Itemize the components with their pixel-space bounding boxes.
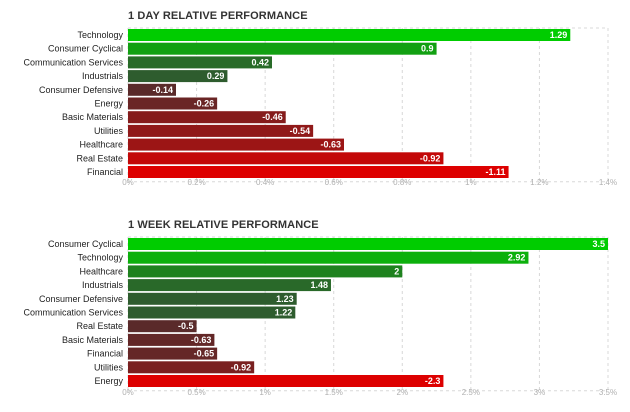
bar-1week[interactable] <box>128 375 444 387</box>
category-label-1week: Consumer Cyclical <box>48 239 123 249</box>
tick-label-1week: 0% <box>122 388 134 397</box>
bar-1day[interactable] <box>128 138 344 151</box>
category-label-1week: Industrials <box>82 280 124 290</box>
value-label-1day: -0.92 <box>420 153 441 163</box>
value-label-1day: -0.26 <box>194 99 215 109</box>
value-label-1day: 0.9 <box>421 44 434 54</box>
category-label-1day: Consumer Defensive <box>39 85 123 95</box>
value-label-1day: -0.63 <box>320 140 341 150</box>
category-label-1week: Real Estate <box>76 321 123 331</box>
value-label-1week: 1.23 <box>276 294 294 304</box>
value-label-1day: 0.42 <box>251 57 269 67</box>
tick-label-1week: 2% <box>397 388 409 397</box>
category-label-1week: Consumer Defensive <box>39 294 123 304</box>
tick-label-1day: 1.2% <box>530 178 548 187</box>
category-label-1day: Basic Materials <box>62 112 124 122</box>
tick-label-1day: 0.2% <box>187 178 205 187</box>
tick-label-1week: 2.5% <box>462 388 480 397</box>
bar-1week[interactable] <box>128 347 218 360</box>
value-label-1week: -2.3 <box>425 376 441 386</box>
bar-1day[interactable] <box>128 29 571 41</box>
category-label-1week: Utilities <box>94 362 124 372</box>
value-label-1day: 0.29 <box>207 71 225 81</box>
bar-1week[interactable] <box>128 320 197 333</box>
category-label-1day: Utilities <box>94 126 124 136</box>
bar-1day[interactable] <box>128 152 444 165</box>
category-label-1day: Industrials <box>82 71 124 81</box>
category-label-1day: Healthcare <box>79 140 123 150</box>
tick-label-1day: 1.4% <box>599 178 617 187</box>
bar-1week[interactable] <box>128 361 255 374</box>
value-label-1day: 1.29 <box>550 30 568 40</box>
bar-1day[interactable] <box>128 97 218 110</box>
bar-1week[interactable] <box>128 292 297 305</box>
tick-label-1week: 1% <box>259 388 271 397</box>
value-label-1week: 2.92 <box>508 253 526 263</box>
value-label-1week: 3.5 <box>592 239 605 249</box>
bar-1week[interactable] <box>128 265 403 278</box>
bar-1week[interactable] <box>128 238 608 250</box>
bar-1week[interactable] <box>128 251 529 264</box>
bar-1day[interactable] <box>128 111 286 124</box>
bar-1day[interactable] <box>128 83 176 96</box>
category-label-1week: Technology <box>77 253 123 263</box>
category-label-1day: Consumer Cyclical <box>48 44 123 54</box>
category-label-1week: Communication Services <box>23 308 123 318</box>
category-label-1day: Financial <box>87 167 123 177</box>
bar-1day[interactable] <box>128 166 509 178</box>
bar-1week[interactable] <box>128 333 215 346</box>
tick-label-1day: 0.8% <box>393 178 411 187</box>
bar-1week[interactable] <box>128 306 296 319</box>
value-label-1week: 1.22 <box>275 308 293 318</box>
bar-1day[interactable] <box>128 124 314 137</box>
bar-1week[interactable] <box>128 279 331 292</box>
value-label-1day: -0.14 <box>152 85 173 95</box>
value-label-1week: 2 <box>394 266 399 276</box>
chart-title-1week: 1 WEEK RELATIVE PERFORMANCE <box>128 219 319 231</box>
tick-label-1day: 0.6% <box>325 178 343 187</box>
chart-1day: 0% 0.2% 0.4% 0.6% 0.8% 1% 1.2% 1.4% Technology 1.… <box>23 27 617 187</box>
value-label-1week: -0.92 <box>231 362 252 372</box>
value-label-1day: -0.46 <box>262 112 283 122</box>
value-label-1day: -0.54 <box>290 126 311 136</box>
bar-1day[interactable] <box>128 70 228 83</box>
tick-label-1week: 0.5% <box>187 388 205 397</box>
bar-1day[interactable] <box>128 42 437 55</box>
tick-label-1week: 3% <box>534 388 546 397</box>
category-label-1day: Energy <box>94 99 123 109</box>
tick-label-1day: 0% <box>122 178 134 187</box>
value-label-1week: 1.48 <box>310 280 328 290</box>
tick-label-1day: 1% <box>465 178 477 187</box>
tick-label-1week: 3.5% <box>599 388 617 397</box>
category-label-1day: Communication Services <box>23 57 123 67</box>
category-label-1day: Real Estate <box>76 153 123 163</box>
tick-label-1week: 1.5% <box>325 388 343 397</box>
value-label-1day: -1.11 <box>486 167 506 177</box>
category-label-1day: Technology <box>77 30 123 40</box>
category-label-1week: Basic Materials <box>62 335 124 345</box>
value-label-1week: -0.63 <box>191 335 212 345</box>
value-label-1week: -0.65 <box>194 349 215 359</box>
category-label-1week: Energy <box>94 376 123 386</box>
category-label-1week: Healthcare <box>79 266 123 276</box>
bar-1day[interactable] <box>128 56 272 69</box>
chart-title-1day: 1 DAY RELATIVE PERFORMANCE <box>128 10 308 22</box>
value-label-1week: -0.5 <box>178 321 194 331</box>
category-label-1week: Financial <box>87 349 123 359</box>
tick-label-1day: 0.4% <box>256 178 274 187</box>
